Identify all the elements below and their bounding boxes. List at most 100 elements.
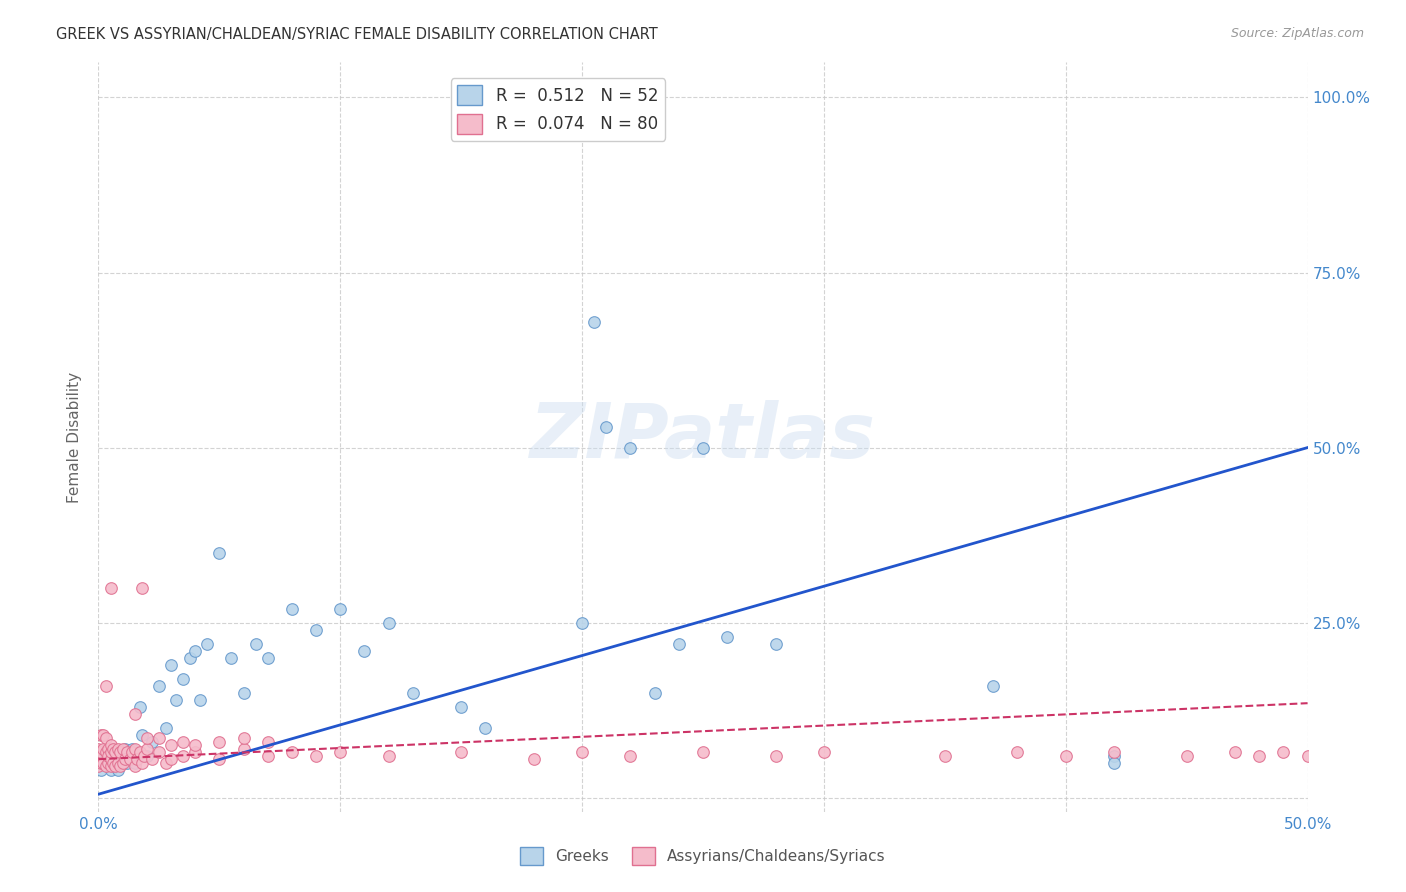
Point xyxy=(91,756,114,770)
Point xyxy=(305,623,328,637)
Point xyxy=(160,657,183,672)
Point xyxy=(104,745,127,759)
Point xyxy=(87,741,110,756)
Point xyxy=(188,692,211,706)
Point xyxy=(101,748,124,763)
Point xyxy=(134,748,156,763)
Point xyxy=(668,637,690,651)
Point xyxy=(108,748,131,763)
Point xyxy=(1102,748,1125,763)
Point xyxy=(91,741,114,756)
Point xyxy=(104,756,127,770)
Point xyxy=(97,756,120,770)
Point xyxy=(305,748,328,763)
Point xyxy=(148,679,170,693)
Point xyxy=(765,637,787,651)
Point xyxy=(571,745,593,759)
Point xyxy=(124,741,146,756)
Text: Source: ZipAtlas.com: Source: ZipAtlas.com xyxy=(1230,27,1364,40)
Point xyxy=(184,738,207,752)
Point xyxy=(281,745,304,759)
Point xyxy=(172,748,194,763)
Point xyxy=(90,728,112,742)
Point xyxy=(245,637,267,651)
Point xyxy=(155,721,177,735)
Point xyxy=(619,441,641,455)
Point xyxy=(100,738,122,752)
Point xyxy=(111,756,134,770)
Point xyxy=(104,759,127,773)
Point xyxy=(716,630,738,644)
Point xyxy=(1223,745,1246,759)
Point xyxy=(121,741,143,756)
Point xyxy=(377,615,399,630)
Point xyxy=(583,314,606,328)
Point xyxy=(128,745,150,759)
Point xyxy=(450,745,472,759)
Point xyxy=(160,738,183,752)
Point xyxy=(281,601,304,615)
Point xyxy=(1249,748,1271,763)
Point xyxy=(118,752,141,766)
Point xyxy=(118,748,141,763)
Point xyxy=(94,748,117,763)
Point xyxy=(184,745,207,759)
Point xyxy=(221,650,243,665)
Point xyxy=(127,752,149,766)
Point xyxy=(94,745,117,759)
Point xyxy=(595,419,617,434)
Point xyxy=(571,615,593,630)
Point xyxy=(184,643,207,657)
Point xyxy=(155,756,177,770)
Point xyxy=(100,745,122,759)
Point xyxy=(1272,745,1295,759)
Point xyxy=(172,672,194,686)
Point xyxy=(377,748,399,763)
Point xyxy=(179,650,201,665)
Point xyxy=(100,759,122,773)
Point xyxy=(101,741,124,756)
Point xyxy=(160,752,183,766)
Point xyxy=(208,752,231,766)
Point xyxy=(124,706,146,721)
Point xyxy=(111,741,134,756)
Point xyxy=(934,748,956,763)
Point xyxy=(97,748,120,763)
Point xyxy=(1296,748,1319,763)
Point xyxy=(148,731,170,746)
Point xyxy=(91,728,114,742)
Point xyxy=(256,748,278,763)
Point xyxy=(813,745,835,759)
Point xyxy=(124,759,146,773)
Point xyxy=(131,728,153,742)
Point xyxy=(111,756,134,770)
Text: ZIPatlas: ZIPatlas xyxy=(530,401,876,474)
Point xyxy=(402,686,425,700)
Point xyxy=(124,756,146,770)
Point xyxy=(108,745,131,759)
Point xyxy=(208,546,231,560)
Point xyxy=(141,734,163,748)
Point xyxy=(329,601,352,615)
Point xyxy=(208,734,231,748)
Legend: Greeks, Assyrians/Chaldeans/Syriacs: Greeks, Assyrians/Chaldeans/Syriacs xyxy=(515,840,891,871)
Point xyxy=(107,756,129,770)
Point xyxy=(644,686,666,700)
Point xyxy=(107,741,129,756)
Point xyxy=(135,748,157,763)
Point xyxy=(94,679,117,693)
Point xyxy=(90,756,112,770)
Point xyxy=(619,748,641,763)
Point xyxy=(1054,748,1077,763)
Point xyxy=(100,752,122,766)
Point xyxy=(117,756,139,770)
Point xyxy=(100,581,122,595)
Point xyxy=(131,756,153,770)
Point xyxy=(692,745,714,759)
Point xyxy=(90,745,112,759)
Point xyxy=(90,763,112,777)
Point xyxy=(256,734,278,748)
Point xyxy=(450,699,472,714)
Point xyxy=(692,441,714,455)
Point xyxy=(765,748,787,763)
